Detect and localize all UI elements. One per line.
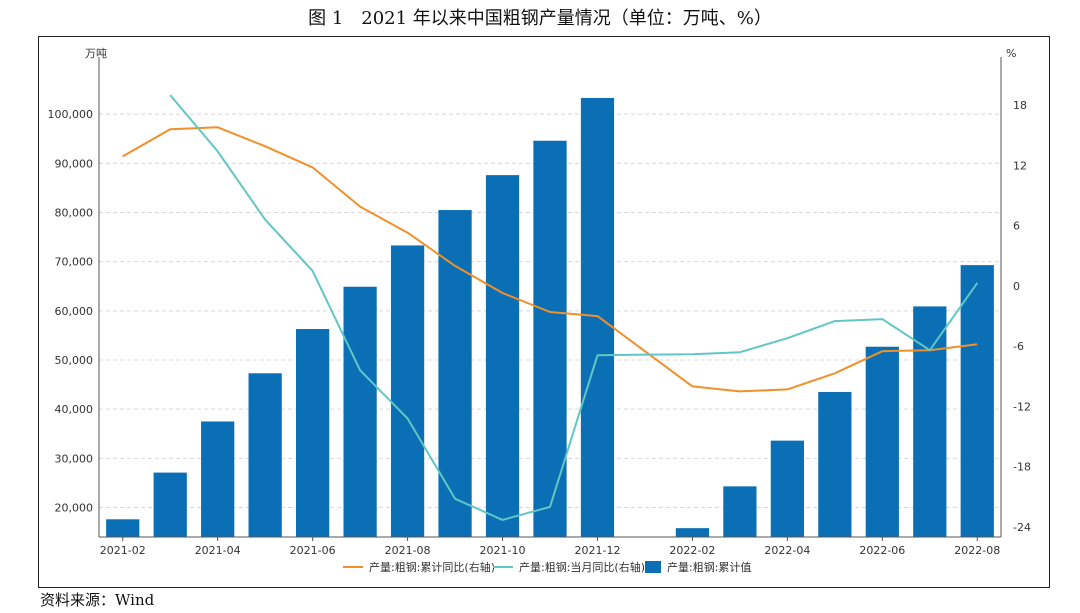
bar-2021-02	[106, 519, 140, 537]
axes: 20,000 30,000 40,000 50,000 60,000 70,000 80,0…	[48, 57, 1031, 557]
left-tick-label: 90,000	[55, 157, 94, 170]
bar-2022-05	[818, 391, 852, 537]
monthly-yoy-line	[169, 94, 979, 521]
bar-2021-07	[343, 286, 377, 537]
bar-2021-03	[153, 472, 187, 537]
x-tick-label: 2021-06	[290, 544, 336, 557]
left-axis-unit-label: 万吨	[85, 47, 107, 60]
left-tick-label: 30,000	[55, 452, 94, 465]
right-tick-label: 12	[1013, 159, 1027, 172]
legend-label: 产量:粗钢:当月同比(右轴)	[519, 560, 645, 574]
x-tick-label: 2021-10	[480, 544, 526, 557]
chart-frame: 20,000 30,000 40,000 50,000 60,000 70,000 80,0…	[38, 36, 1050, 588]
bar-2021-04	[201, 421, 235, 537]
x-tick-label: 2021-02	[100, 544, 146, 557]
left-tick-label: 80,000	[55, 207, 94, 220]
bar-2022-06	[865, 346, 899, 537]
source-note: 资料来源：Wind	[40, 591, 155, 609]
right-tick-label: -24	[1013, 521, 1031, 534]
x-tick-label: 2021-08	[385, 544, 431, 557]
bar-2021-10	[485, 175, 520, 537]
left-tick-label: 50,000	[55, 354, 94, 367]
bar-2022-02	[675, 528, 710, 537]
bar-series	[106, 97, 994, 538]
bar-2021-09	[438, 210, 472, 537]
right-tick-label: 0	[1013, 280, 1020, 293]
x-tick-label: 2021-12	[574, 544, 620, 557]
bar-2022-08	[960, 265, 994, 537]
line-series	[122, 94, 979, 521]
left-tick-label: 60,000	[55, 305, 94, 318]
bar-2021-08	[390, 245, 425, 538]
left-tick-label: 70,000	[55, 256, 94, 269]
left-tick-label: 40,000	[55, 403, 94, 416]
bar-2021-12	[580, 97, 615, 538]
figure-title: 图 1 2021 年以来中国粗钢产量情况（单位：万吨、%）	[308, 8, 772, 29]
x-tick-label: 2021-04	[195, 544, 241, 557]
x-tick-label: 2022-02	[669, 544, 715, 557]
bar-2022-04	[770, 440, 804, 537]
right-tick-label: -6	[1013, 340, 1024, 353]
left-tick-label: 20,000	[55, 502, 94, 515]
bar-2021-05	[248, 373, 282, 537]
right-tick-label: 18	[1013, 99, 1027, 112]
legend-label: 产量:粗钢:累计值	[667, 560, 751, 574]
bar-2021-11	[533, 140, 567, 537]
right-tick-label: -18	[1013, 461, 1031, 474]
left-tick-label: 100,000	[48, 108, 94, 121]
x-tick-label: 2022-08	[954, 544, 1000, 557]
legend-label: 产量:粗钢:累计同比(右轴)	[369, 560, 495, 574]
legend-bar-swatch	[645, 561, 661, 573]
right-tick-label: 6	[1013, 220, 1020, 233]
right-axis-unit-label: %	[1006, 47, 1016, 60]
x-tick-label: 2022-06	[859, 544, 905, 557]
cumulative-yoy-line	[122, 126, 978, 393]
bar-2022-07	[913, 306, 947, 537]
combo-chart: 20,000 30,000 40,000 50,000 60,000 70,000 80,0…	[48, 47, 1031, 574]
x-tick-label: 2022-04	[764, 544, 810, 557]
right-tick-label: -12	[1013, 400, 1031, 413]
legend: 产量:粗钢:累计同比(右轴) 产量:粗钢:当月同比(右轴) 产量:粗钢:累计值	[343, 560, 751, 574]
bar-2021-06	[296, 329, 330, 537]
bar-2022-03	[723, 486, 757, 537]
